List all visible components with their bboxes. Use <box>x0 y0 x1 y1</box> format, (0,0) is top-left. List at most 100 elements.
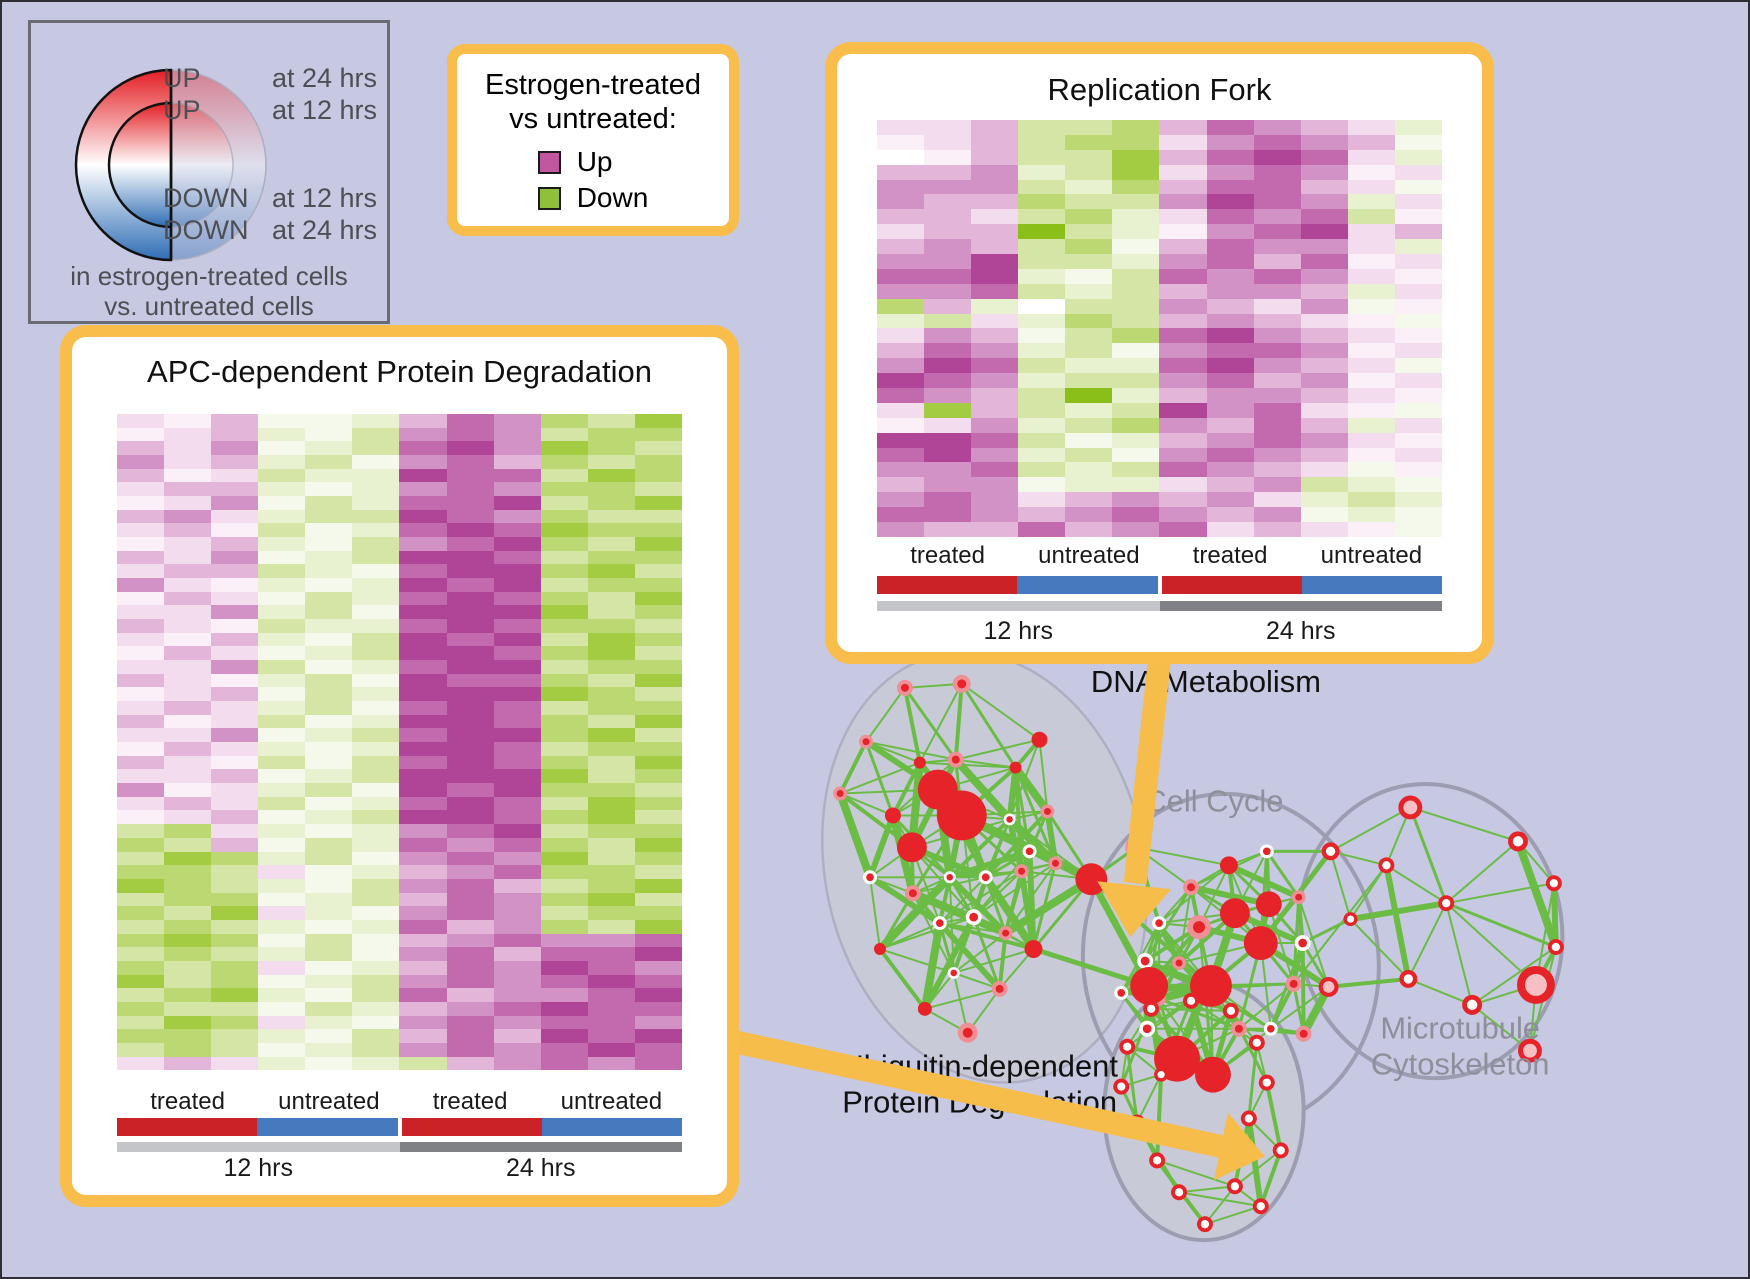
heatmap-cell <box>587 441 635 456</box>
network-edge <box>1190 884 1270 908</box>
heatmap-cell <box>446 933 494 948</box>
gene-node-p <box>998 926 1013 941</box>
heatmap-cell <box>211 414 259 428</box>
heatmap-row <box>877 477 1442 493</box>
heatmap-cell <box>1065 149 1113 165</box>
heatmap-cell <box>446 414 494 428</box>
heatmap-cell <box>117 523 165 538</box>
heatmap-cell <box>258 892 306 907</box>
heatmap-cell <box>258 1042 306 1057</box>
heatmap-cell <box>587 947 635 961</box>
network-bridge-edge <box>1301 917 1352 945</box>
heatmap-row <box>117 892 682 907</box>
heatmap-cell <box>1206 268 1254 284</box>
heatmap-cell <box>493 509 541 524</box>
heatmap-cell <box>1347 358 1395 374</box>
heatmap-cell <box>164 865 212 879</box>
heatmap-cell <box>877 492 925 508</box>
bar-24hrs <box>1159 601 1442 611</box>
network-edge <box>867 814 896 879</box>
heatmap-cell <box>1159 462 1207 478</box>
group-label-3: untreated <box>1320 542 1423 569</box>
heatmap-cell <box>493 1015 541 1030</box>
heatmap-cell <box>446 783 494 797</box>
gene-node-p <box>904 885 921 902</box>
heatmap-cell <box>1394 417 1442 433</box>
heatmap-cell <box>352 878 400 893</box>
heatmap-cell <box>446 906 494 920</box>
network-edge <box>904 682 962 689</box>
heatmap-row <box>877 179 1442 195</box>
network-edge <box>1258 1149 1283 1207</box>
gene-node-p <box>1230 1020 1247 1037</box>
legend-row-up-24: UP at 24 hrs <box>163 63 377 94</box>
heatmap-row <box>877 358 1442 374</box>
heatmap-cell <box>399 673 447 688</box>
heatmap-cell <box>587 619 635 633</box>
heatmap-cell <box>399 947 447 961</box>
heatmap-row <box>117 509 682 524</box>
cluster-label: DNA Metabolism <box>1091 664 1321 699</box>
heatmap-cell <box>634 974 682 989</box>
heatmap-cell <box>164 605 212 620</box>
heatmap-cell <box>211 509 259 524</box>
heatmap-cell <box>634 646 682 661</box>
heatmap-row <box>117 1056 682 1071</box>
heatmap-cell <box>634 509 682 524</box>
heatmap-cell <box>164 728 212 743</box>
heatmap-row <box>117 728 682 743</box>
heatmap-cell <box>305 933 353 948</box>
heatmap-cell <box>1065 492 1113 508</box>
heatmap-cell <box>399 796 447 811</box>
heatmap-cell <box>540 796 588 811</box>
heatmap-row <box>117 564 682 579</box>
heatmap-row <box>117 482 682 497</box>
heatmap-cell <box>634 496 682 510</box>
heatmap-cell <box>446 591 494 606</box>
network-edge <box>953 683 964 760</box>
heatmap-cell <box>493 810 541 825</box>
network-edge <box>1514 840 1560 949</box>
heatmap-cell <box>1300 492 1348 508</box>
heatmap-cell <box>1300 179 1348 195</box>
heatmap-cell <box>493 714 541 729</box>
heatmap-cell <box>540 441 588 456</box>
heatmap-cell <box>446 974 494 989</box>
heatmap-cell <box>1394 298 1442 314</box>
heatmap-cell <box>877 298 925 314</box>
heatmap-cell <box>493 837 541 852</box>
heatmap-cell <box>446 742 494 756</box>
heatmap-cell <box>399 933 447 948</box>
heatmap-cell <box>352 701 400 715</box>
network-edge <box>1445 901 1557 949</box>
gene-node-w <box>1139 1020 1156 1037</box>
heatmap-row <box>117 865 682 879</box>
heatmap-cell <box>634 591 682 606</box>
heatmap-cell <box>971 283 1019 299</box>
heatmap-cell <box>1253 254 1301 269</box>
heatmap-cell <box>493 988 541 1002</box>
heatmap-cell <box>117 414 165 428</box>
heatmap-cell <box>164 660 212 674</box>
heatmap-cell <box>540 482 588 497</box>
heatmap-cell <box>352 564 400 579</box>
apc-time-labels: 12 hrs 24 hrs <box>117 1154 682 1183</box>
network-edge <box>937 921 1002 991</box>
heatmap-cell <box>1065 358 1113 374</box>
heatmap-cell <box>1300 224 1348 240</box>
heatmap-cell <box>258 796 306 811</box>
heatmap-cell <box>211 933 259 948</box>
heatmap-row <box>117 755 682 770</box>
heatmap-row <box>877 134 1442 150</box>
heatmap-cell <box>493 605 541 620</box>
gene-node-s <box>1243 926 1278 960</box>
heatmap-cell <box>1018 462 1066 478</box>
heatmap-cell <box>634 564 682 579</box>
heatmap-cell <box>877 134 925 150</box>
gene-node-s <box>1190 964 1232 1007</box>
heatmap-cell <box>587 632 635 647</box>
heatmap-row <box>877 209 1442 225</box>
heatmap-cell <box>305 851 353 866</box>
heatmap-cell <box>877 120 925 135</box>
heatmap-cell <box>446 960 494 975</box>
